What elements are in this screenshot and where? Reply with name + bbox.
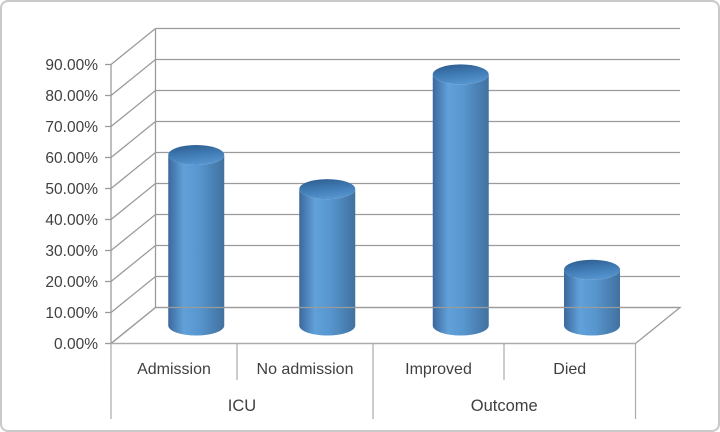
group-label: Outcome — [471, 397, 538, 415]
cylinder-top — [432, 64, 489, 85]
y-tick-label: 30.00% — [45, 243, 98, 260]
cylinder-top — [168, 145, 225, 165]
y-tick-label: 90.00% — [45, 57, 98, 74]
gridline-diagonal — [110, 182, 156, 221]
gridline-diagonal — [110, 244, 156, 283]
gridline-diagonal — [110, 151, 156, 190]
cylinder-body — [168, 155, 225, 336]
y-tick-label: 0.00% — [54, 336, 98, 353]
gridline-diagonal — [110, 89, 156, 128]
gridline-diagonal — [110, 58, 156, 97]
gridline-diagonal — [110, 27, 156, 66]
axes-and-table — [109, 64, 682, 419]
cylinder-top — [299, 179, 356, 200]
gridlines-and-walls — [105, 27, 680, 345]
category-label: No admission — [257, 361, 354, 378]
gridline-diagonal — [110, 275, 156, 314]
category-label: Died — [553, 361, 586, 378]
category-label: Admission — [137, 361, 211, 378]
y-tick-label: 40.00% — [45, 212, 98, 229]
axis-labels: 0.00% 10.00% 20.00% 30.00% 40.00% 50.00% 60.00… — [45, 57, 586, 415]
y-tick-label: 80.00% — [45, 88, 98, 105]
category-label: Improved — [405, 361, 472, 378]
bar-died — [564, 259, 620, 336]
gridline-diagonal — [110, 120, 156, 159]
group-label: ICU — [228, 397, 256, 415]
bar-admission — [168, 145, 225, 336]
y-tick-label: 70.00% — [45, 119, 98, 136]
cylinder-top — [564, 259, 620, 280]
y-tick-label: 60.00% — [45, 150, 98, 167]
cylinder-body — [299, 189, 356, 336]
gridline-diagonal — [110, 213, 156, 252]
y-tick-label: 50.00% — [45, 181, 98, 198]
bar-improved — [432, 64, 489, 336]
y-tick-label: 10.00% — [45, 305, 98, 322]
bars — [168, 64, 620, 336]
y-tick-label: 20.00% — [45, 274, 98, 291]
cylinder-body — [432, 74, 489, 336]
cylinder-body — [564, 269, 620, 336]
bar-no-admission — [299, 179, 356, 336]
